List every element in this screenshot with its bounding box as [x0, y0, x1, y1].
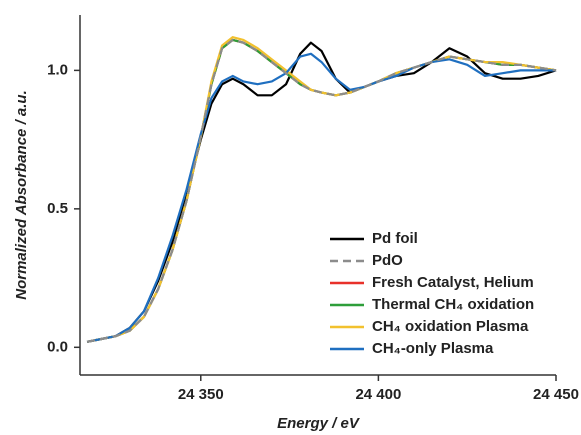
legend-label: Fresh Catalyst, Helium: [372, 274, 534, 291]
y-axis-label: Normalized Absorbance / a.u.: [13, 90, 30, 300]
x-tick-label: 24 450: [533, 386, 579, 403]
series-line: [86, 52, 556, 343]
legend-label: PdO: [372, 252, 403, 269]
x-tick-label: 24 350: [178, 386, 224, 403]
x-axis-label: Energy / eV: [277, 415, 361, 432]
legend-label: Pd foil: [372, 230, 418, 247]
series-line: [86, 41, 557, 343]
legend-label: Thermal CH₄ oxidation: [372, 296, 534, 313]
y-tick-label: 0.0: [47, 338, 68, 355]
legend-label: CH₄-only Plasma: [372, 340, 494, 357]
y-tick-label: 1.0: [47, 61, 68, 78]
legend-label: CH₄ oxidation Plasma: [372, 318, 529, 335]
series-line: [86, 38, 557, 343]
y-tick-label: 0.5: [47, 200, 68, 217]
x-tick-label: 24 400: [355, 386, 401, 403]
